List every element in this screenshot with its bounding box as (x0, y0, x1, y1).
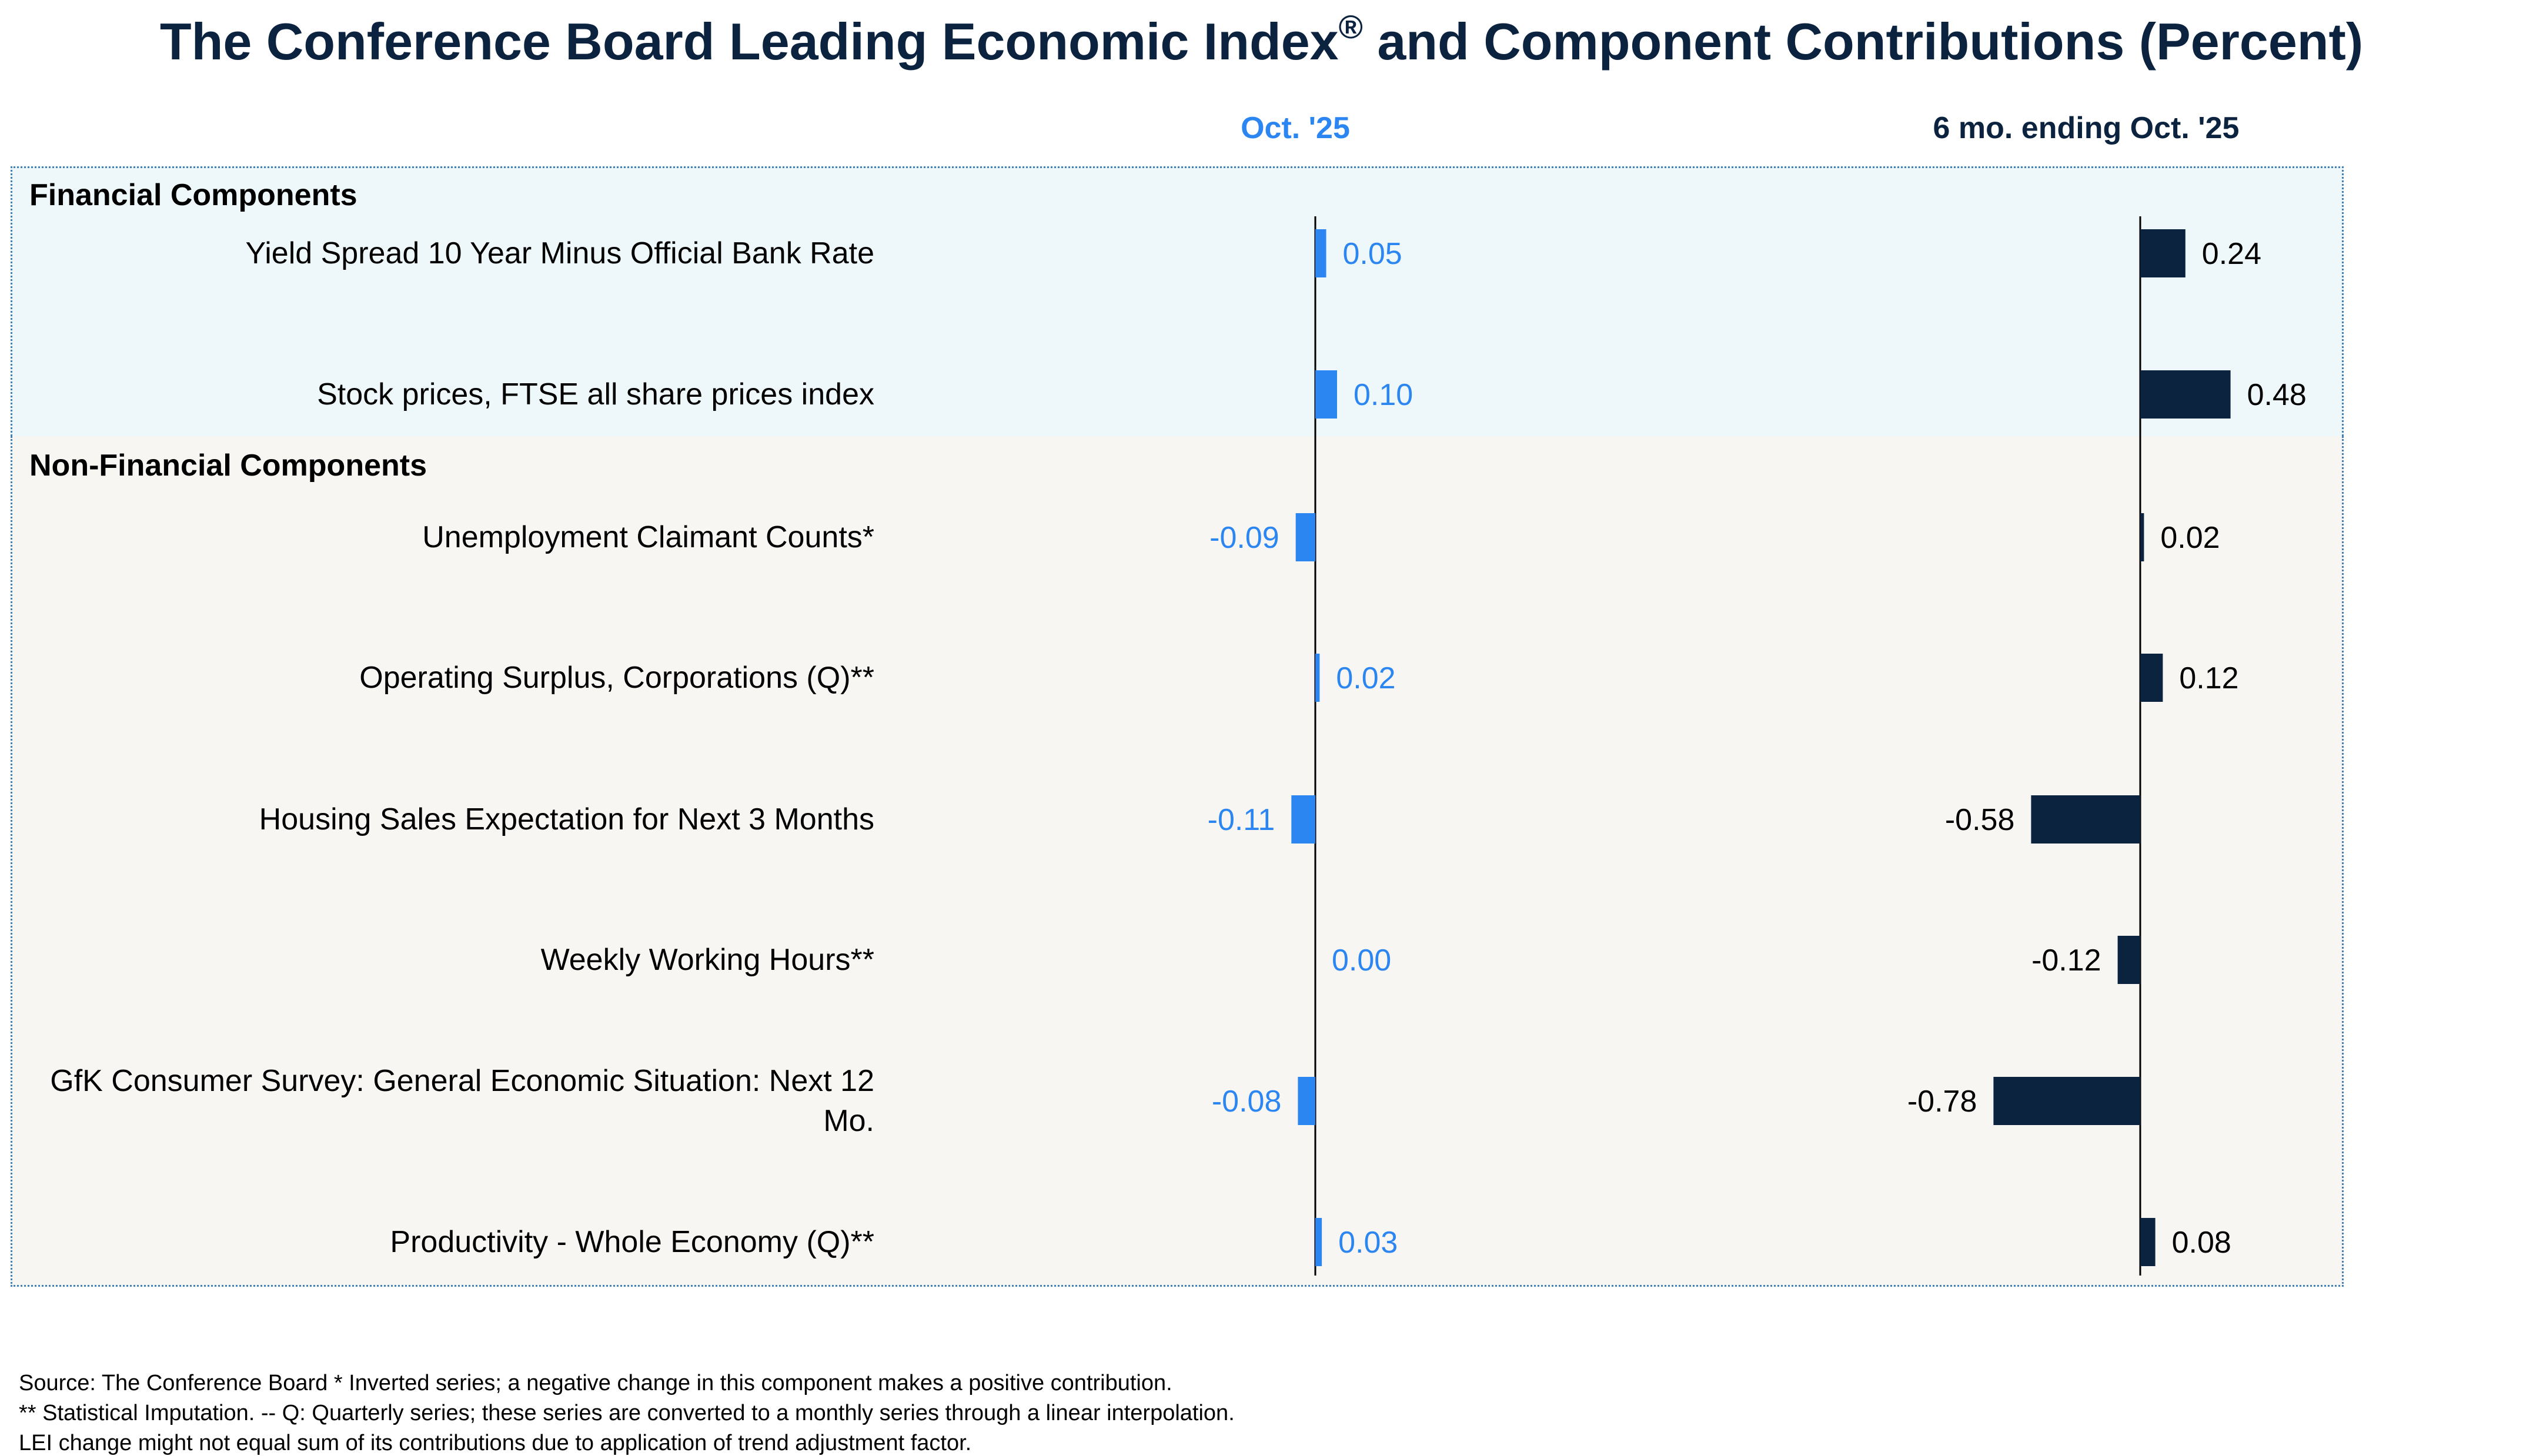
footnote-source: Source: The Conference Board * Inverted … (19, 1371, 1172, 1395)
bar-s1-7 (2140, 1218, 2156, 1266)
bar-s0-0 (1315, 229, 1326, 277)
footnote-imputation: ** Statistical Imputation. -- Q: Quarter… (19, 1401, 1235, 1425)
chart-title: The Conference Board Leading Economic In… (0, 10, 2523, 72)
group-label-nonfinancial: Non-Financial Components (29, 448, 427, 483)
row-label-4: Housing Sales Expectation for Next 3 Mon… (259, 802, 874, 836)
group-label-financial: Financial Components (29, 178, 357, 212)
row-label-0: Yield Spread 10 Year Minus Official Bank… (245, 236, 874, 270)
chart-title-suffix: and Component Contributions (Percent) (1362, 12, 2364, 71)
row-label-1: Stock prices, FTSE all share prices inde… (317, 377, 874, 411)
value-label-s0-0: 0.05 (1343, 237, 1402, 271)
bar-s0-6 (1298, 1077, 1315, 1125)
bar-s1-4 (2031, 795, 2140, 844)
value-label-s0-5: 0.00 (1332, 943, 1391, 978)
bar-s0-3 (1315, 654, 1320, 702)
bar-s1-3 (2140, 654, 2163, 702)
value-label-s1-4: -0.58 (1945, 803, 2015, 837)
value-label-s1-5: -0.12 (2031, 943, 2101, 978)
row-label-2: Unemployment Claimant Counts* (422, 520, 874, 554)
row-label-7: Productivity - Whole Economy (Q)** (390, 1225, 874, 1259)
bar-s1-6 (1993, 1077, 2140, 1125)
value-label-s0-3: 0.02 (1336, 661, 1395, 695)
bar-s1-2 (2140, 513, 2144, 561)
value-label-s1-6: -0.78 (1907, 1085, 1977, 1119)
bar-s1-1 (2140, 370, 2231, 419)
footnote-trend: LEI change might not equal sum of its co… (19, 1431, 972, 1455)
row-label-5: Weekly Working Hours** (540, 943, 874, 977)
bar-s0-4 (1291, 795, 1315, 844)
bar-s1-0 (2140, 229, 2186, 277)
financial-panel (11, 166, 2344, 440)
value-label-s0-1: 0.10 (1354, 378, 1413, 412)
bar-s0-1 (1315, 370, 1337, 419)
value-label-s0-6: -0.08 (1212, 1085, 1282, 1119)
value-label-s1-3: 0.12 (2179, 661, 2238, 695)
value-label-s1-0: 0.24 (2202, 237, 2261, 271)
value-label-s0-7: 0.03 (1338, 1226, 1398, 1260)
value-label-s0-2: -0.09 (1209, 521, 1279, 555)
bar-s0-2 (1295, 513, 1315, 561)
value-label-s1-7: 0.08 (2172, 1226, 2231, 1260)
nonfinancial-panel (11, 436, 2344, 1287)
row-label-3: Operating Surplus, Corporations (Q)** (359, 661, 874, 695)
column-header-oct: Oct. '25 (1241, 111, 1350, 145)
value-label-s1-1: 0.48 (2247, 378, 2307, 412)
value-label-s1-2: 0.02 (2160, 521, 2220, 555)
bar-s0-7 (1315, 1218, 1322, 1266)
bar-s1-5 (2117, 936, 2140, 984)
row-label-6: GfK Consumer Survey: General Economic Si… (50, 1064, 874, 1138)
column-header-6mo: 6 mo. ending Oct. '25 (1933, 111, 2240, 145)
registered-mark: ® (1338, 8, 1363, 45)
chart-title-text: The Conference Board Leading Economic In… (159, 12, 1339, 71)
value-label-s0-4: -0.11 (1208, 803, 1275, 837)
